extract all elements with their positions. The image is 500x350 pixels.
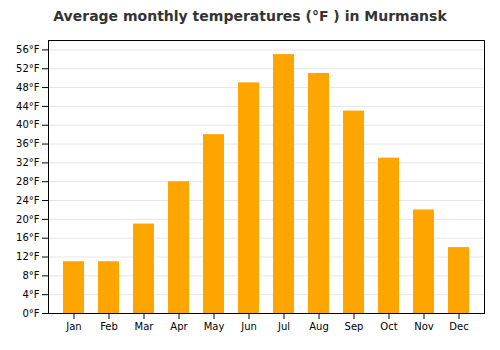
- svg-text:44°F: 44°F: [16, 101, 40, 112]
- svg-text:24°F: 24°F: [16, 195, 40, 206]
- html-text:Average monthly temperatures (: Average monthly temperatures (°F ) in Mu…: [53, 8, 447, 24]
- svg-text:40°F: 40°F: [16, 119, 40, 130]
- svg-text:56°F: 56°F: [16, 44, 40, 55]
- svg-text:Aug: Aug: [309, 321, 329, 332]
- svg-text:Dec: Dec: [449, 321, 468, 332]
- svg-text:32°F: 32°F: [16, 157, 40, 168]
- svg-text:28°F: 28°F: [16, 176, 40, 187]
- svg-text:8°F: 8°F: [22, 270, 39, 281]
- svg-text:48°F: 48°F: [16, 82, 40, 93]
- svg-text:4°F: 4°F: [22, 289, 39, 300]
- svg-text:Mar: Mar: [135, 321, 155, 332]
- svg-text:Nov: Nov: [414, 321, 434, 332]
- svg-text:0°F: 0°F: [22, 308, 39, 319]
- svg-text:May: May: [204, 321, 225, 332]
- svg-text:Apr: Apr: [170, 321, 188, 332]
- svg-text:16°F: 16°F: [16, 232, 40, 243]
- svg-text:52°F: 52°F: [16, 63, 40, 74]
- svg-text:36°F: 36°F: [16, 138, 40, 149]
- svg-text:20°F: 20°F: [16, 214, 40, 225]
- svg-text:Jul: Jul: [277, 321, 290, 332]
- svg-text:Oct: Oct: [380, 321, 397, 332]
- svg-text:Jan: Jan: [65, 321, 81, 332]
- svg-text:Jun: Jun: [240, 321, 257, 332]
- svg-text:12°F: 12°F: [16, 251, 40, 262]
- svg-text:Feb: Feb: [100, 321, 118, 332]
- svg-text:Sep: Sep: [345, 321, 364, 332]
